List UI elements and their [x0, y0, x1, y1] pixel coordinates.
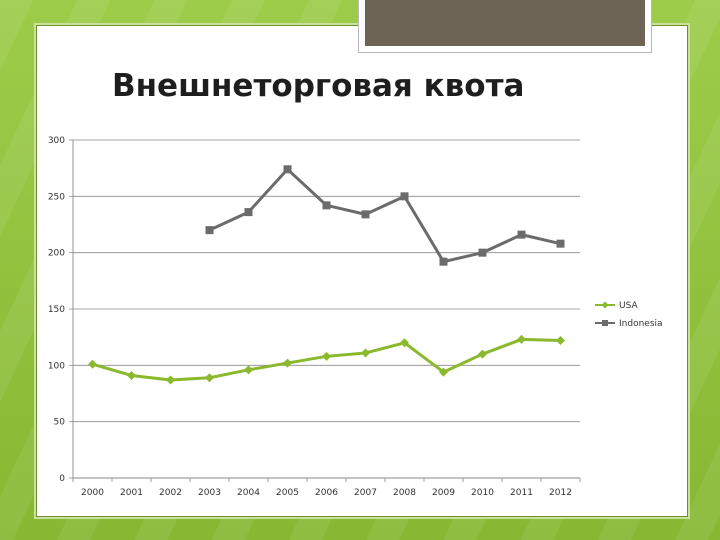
x-tick-label-2008: 2008: [393, 488, 416, 498]
x-tick-label-2000: 2000: [81, 488, 104, 498]
series-line-indonesia: [208, 167, 561, 264]
y-tick-label-200: 200: [48, 249, 65, 259]
x-tick-label-2005: 2005: [276, 488, 299, 498]
data-point-indonesia-2011: [517, 230, 526, 239]
x-tick-label-2001: 2001: [120, 488, 143, 498]
data-point-indonesia-2009: [439, 257, 448, 266]
data-point-usa-2008: [400, 338, 409, 348]
data-point-indonesia-2012: [556, 239, 565, 248]
data-point-indonesia-2010: [478, 248, 487, 257]
legend-marker-indonesia: [602, 320, 608, 326]
legend-label-indonesia: Indonesia: [619, 319, 663, 329]
chart-title: Внешнеторговая квота: [112, 68, 525, 104]
data-point-usa-2011: [517, 334, 526, 344]
y-tick-label-250: 250: [48, 192, 65, 202]
y-tick-label-0: 0: [59, 474, 65, 484]
decorative-header-box: [358, 0, 652, 53]
x-tick-label-2009: 2009: [432, 488, 455, 498]
data-point-usa-2001: [127, 370, 136, 380]
y-tick-label-50: 50: [54, 418, 66, 428]
data-point-indonesia-2005: [283, 165, 292, 174]
x-tick-label-2003: 2003: [198, 488, 221, 498]
x-tick-label-2011: 2011: [510, 488, 533, 498]
data-point-usa-2004: [244, 365, 253, 375]
data-point-usa-2003: [205, 373, 214, 383]
data-point-indonesia-2007: [361, 210, 370, 219]
x-tick-label-2004: 2004: [237, 488, 260, 498]
x-tick-label-2006: 2006: [315, 488, 338, 498]
legend-marker-usa: [601, 301, 609, 309]
data-point-usa-2005: [283, 358, 292, 368]
data-point-usa-2010: [478, 349, 487, 359]
data-point-indonesia-2003: [205, 226, 214, 235]
data-point-usa-2012: [556, 336, 565, 346]
y-tick-label-100: 100: [48, 361, 65, 371]
x-tick-label-2012: 2012: [549, 488, 572, 498]
y-tick-label-150: 150: [48, 305, 65, 315]
data-point-indonesia-2008: [400, 192, 409, 201]
slide-panel: [36, 25, 688, 517]
data-point-indonesia-2004: [244, 208, 253, 217]
data-point-usa-2006: [322, 351, 331, 361]
data-point-indonesia-2006: [322, 201, 331, 210]
x-tick-label-2007: 2007: [354, 488, 377, 498]
y-tick-label-300: 300: [48, 136, 65, 146]
data-point-usa-2007: [361, 348, 370, 358]
legend-label-usa: USA: [619, 301, 638, 311]
data-point-usa-2002: [166, 375, 175, 385]
decorative-header-fill: [365, 0, 645, 46]
x-tick-label-2002: 2002: [159, 488, 182, 498]
data-point-usa-2000: [88, 359, 97, 369]
x-tick-label-2010: 2010: [471, 488, 494, 498]
data-point-usa-2009: [439, 367, 448, 377]
